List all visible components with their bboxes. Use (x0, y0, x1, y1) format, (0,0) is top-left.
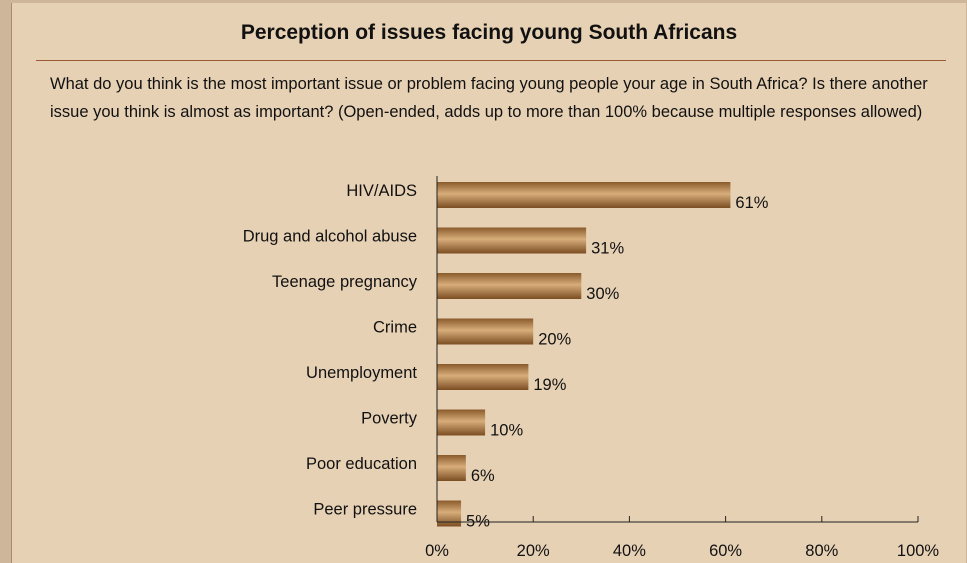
category-label: Poverty (361, 410, 418, 428)
x-tick-label: 20% (517, 542, 550, 560)
category-label: Drug and alcohol abuse (243, 228, 417, 246)
value-label: 20% (538, 331, 571, 349)
category-label: Peer pressure (313, 501, 417, 519)
bar (437, 182, 731, 208)
chart-subtitle: What do you think is the most important … (50, 75, 928, 121)
category-label: Poor education (306, 455, 417, 473)
value-label: 61% (735, 194, 768, 212)
value-label: 30% (586, 285, 619, 303)
x-tick-label: 0% (425, 542, 449, 560)
value-label: 31% (591, 240, 624, 258)
bar (437, 364, 529, 390)
x-tick-label: 40% (613, 542, 646, 560)
chart-panel: Perception of issues facing young South … (11, 3, 966, 563)
x-tick-label: 80% (805, 542, 838, 560)
x-tick-label: 60% (709, 542, 742, 560)
value-label: 19% (533, 376, 566, 394)
bar (437, 318, 534, 345)
chart-title: Perception of issues facing young South … (240, 21, 738, 44)
value-label: 10% (490, 422, 523, 440)
bar (437, 455, 466, 481)
bar (437, 409, 486, 436)
value-label: 6% (471, 467, 495, 485)
title-divider (36, 60, 946, 61)
bar (437, 227, 587, 254)
bar (437, 500, 462, 527)
bar (437, 273, 582, 299)
x-tick-label: 100% (897, 542, 940, 560)
category-label: Crime (373, 319, 417, 337)
category-label: Teenage pregnancy (272, 273, 418, 291)
category-label: HIV/AIDS (346, 182, 417, 200)
category-label: Unemployment (306, 364, 417, 382)
